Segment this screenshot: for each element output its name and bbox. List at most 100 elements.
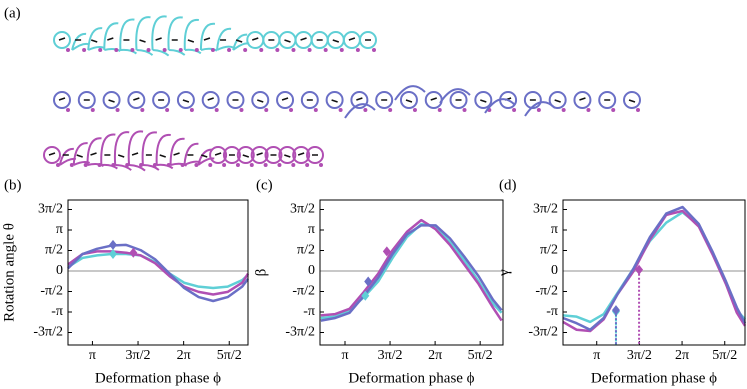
arrow	[628, 99, 636, 103]
ring	[53, 91, 71, 109]
y-axis-title: β	[253, 269, 269, 277]
dot	[239, 108, 244, 112]
ring	[598, 91, 617, 109]
arc	[167, 16, 183, 51]
arc	[344, 103, 376, 119]
marker	[109, 239, 117, 250]
marker	[382, 246, 391, 257]
x-tick-label: π	[593, 348, 600, 363]
arc	[183, 18, 199, 51]
arc	[183, 142, 199, 166]
arc	[100, 133, 116, 166]
x-axis-title: Deformation phase ϕ	[591, 370, 717, 386]
arrow	[173, 152, 180, 156]
dot	[319, 163, 323, 167]
ring	[278, 31, 297, 49]
arrow	[58, 37, 66, 41]
x-tick-label: 5π/2	[712, 348, 737, 363]
ring	[474, 91, 493, 109]
arrow	[242, 154, 250, 158]
x-axis-title: Deformation phase ϕ	[95, 370, 221, 386]
y-tick-label: π/2	[540, 243, 558, 258]
arc	[72, 142, 88, 166]
arrow	[284, 154, 291, 158]
line	[67, 250, 250, 296]
arrow	[297, 152, 305, 156]
line	[320, 224, 503, 322]
x-tick-label: π	[89, 348, 96, 363]
ring	[77, 91, 96, 109]
arrow	[331, 99, 338, 103]
arc	[184, 48, 202, 55]
dot	[90, 108, 95, 112]
dot	[339, 48, 344, 52]
ring	[399, 91, 418, 109]
arrow	[480, 99, 487, 103]
line	[320, 218, 503, 322]
dot	[165, 108, 170, 112]
dot	[162, 48, 167, 52]
dot	[114, 48, 119, 52]
y-tick-label: 3π/2	[533, 202, 558, 217]
dot	[214, 108, 219, 112]
arrow	[159, 154, 166, 158]
dot	[249, 163, 254, 167]
ring	[548, 91, 567, 109]
arc	[129, 164, 146, 172]
dot	[146, 48, 151, 52]
panel-label: (c)	[256, 177, 273, 193]
arc	[155, 133, 171, 166]
arc	[156, 163, 174, 170]
ring	[325, 91, 344, 109]
panel-label: (a)	[4, 5, 21, 21]
y-tick-label: π/2	[45, 243, 63, 258]
dot	[130, 48, 135, 52]
ring	[152, 91, 171, 109]
ring	[226, 91, 245, 109]
dot	[264, 108, 269, 112]
plot-frame	[319, 199, 504, 346]
arrow	[90, 39, 98, 43]
ring	[300, 91, 319, 109]
ring	[306, 146, 324, 164]
arc	[113, 131, 130, 166]
arc	[197, 148, 213, 166]
ring	[375, 91, 394, 109]
ring	[359, 31, 377, 49]
x-tick-label: 3π/2	[126, 348, 151, 363]
ring	[278, 146, 297, 164]
arc	[524, 101, 556, 117]
panel-label: (b)	[4, 177, 22, 193]
arc	[73, 160, 91, 166]
shape-sketch	[43, 15, 641, 172]
marker	[611, 305, 620, 316]
arrow	[256, 152, 263, 156]
ring	[264, 146, 283, 164]
marker	[129, 247, 138, 258]
arrow	[133, 97, 140, 101]
y-tick-label: π/2	[297, 243, 315, 258]
y-axis-title: γ	[496, 269, 512, 277]
arrow	[203, 37, 211, 41]
arrow	[235, 39, 243, 43]
y-tick-label: -π	[303, 304, 315, 319]
line	[562, 205, 747, 331]
dot	[512, 108, 517, 112]
ring	[236, 146, 255, 164]
dot	[263, 163, 268, 167]
y-tick-label: -π	[546, 304, 558, 319]
arc	[200, 47, 218, 52]
marker	[109, 249, 117, 260]
y-tick-label: -3π/2	[528, 325, 558, 340]
dot	[462, 108, 467, 112]
arrow	[76, 154, 83, 158]
arrow	[252, 37, 259, 41]
y-tick-label: 0	[551, 263, 558, 278]
arrow	[207, 97, 214, 101]
arrow	[348, 37, 356, 41]
dot	[66, 108, 70, 112]
dot	[561, 108, 566, 112]
x-tick-label: 5π/2	[217, 348, 242, 363]
ring	[176, 91, 195, 109]
arc	[142, 163, 160, 171]
